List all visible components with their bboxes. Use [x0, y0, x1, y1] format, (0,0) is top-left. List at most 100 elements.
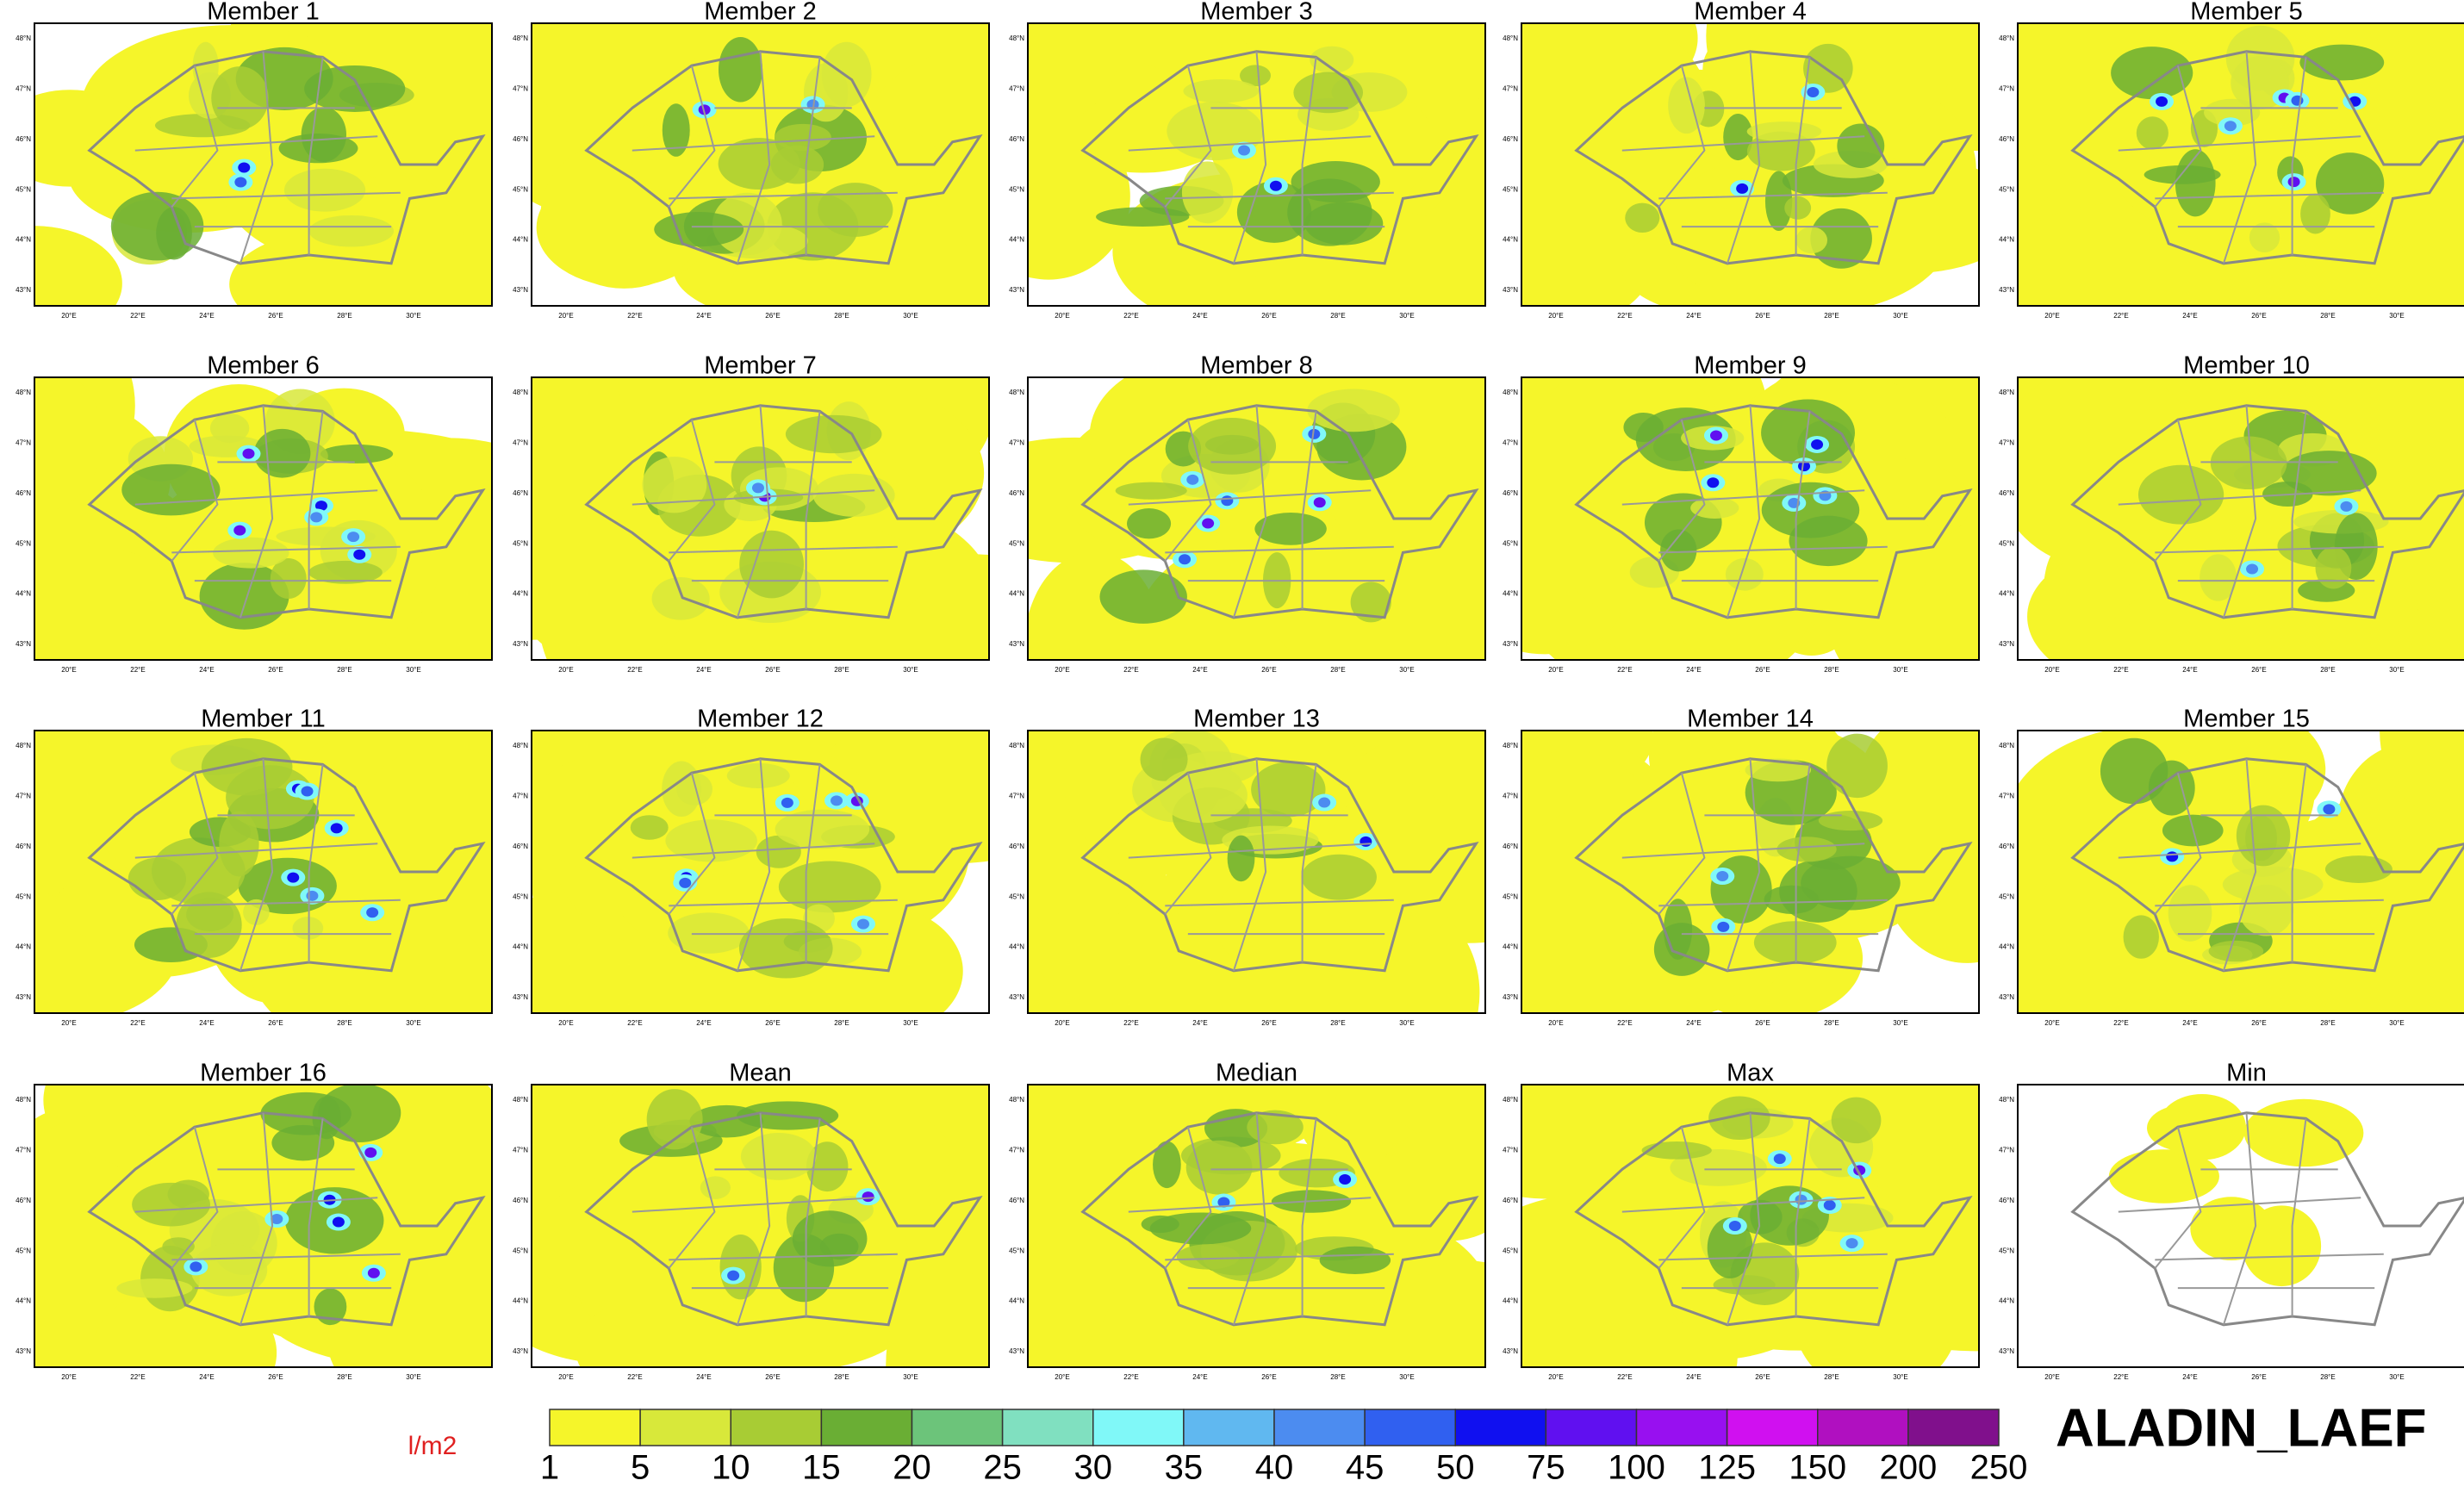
county-border [1658, 1126, 1706, 1269]
colorbar-label: 40 [1255, 1449, 1294, 1487]
county-border [1795, 764, 1811, 962]
lon-label: 22°E [130, 1019, 145, 1027]
county-border [308, 57, 324, 255]
county-border [1726, 758, 1761, 972]
lon-label: 26°E [1261, 1373, 1276, 1381]
lon-label: 30°E [2389, 666, 2404, 674]
map-panel: Member 11 48°N 47°N 46°N 45°N 44°N 43°N 20°E 22°… [16, 706, 493, 1027]
precip-area [346, 745, 492, 939]
lon-label: 22°E [2113, 666, 2128, 674]
lon-label: 22°E [1617, 666, 1632, 674]
precip-area [2018, 377, 2205, 569]
county-border [1128, 489, 1372, 506]
lat-label: 45°N [16, 539, 31, 547]
precip-area [132, 1182, 210, 1227]
lon-label: 26°E [1755, 1019, 1770, 1027]
precip-core [190, 1261, 202, 1272]
precip-area [1227, 835, 1255, 882]
lon-label: 28°E [1330, 666, 1345, 674]
precip-core [1845, 1238, 1858, 1249]
lat-label: 45°N [1009, 893, 1024, 900]
county-border [239, 1112, 274, 1326]
lat-label: 44°N [513, 1297, 528, 1305]
precip-area [630, 815, 669, 840]
precip-core [1202, 518, 1215, 529]
colorbar-label: 45 [1346, 1449, 1384, 1487]
county-border [2154, 65, 2202, 208]
precip-core [1339, 1174, 1352, 1185]
precip-core [727, 1270, 740, 1281]
precip-area [2168, 885, 2212, 942]
lon-label: 30°E [1399, 666, 1414, 674]
lat-label: 44°N [1503, 943, 1518, 951]
lat-label: 48°N [1999, 742, 2014, 750]
lon-label: 30°E [406, 1373, 420, 1381]
precip-area [718, 37, 763, 103]
lon-label: 24°E [199, 312, 214, 320]
colorbar-swatch [730, 1409, 823, 1446]
precip-area [301, 107, 346, 162]
lat-label: 43°N [1503, 993, 1518, 1001]
lat-label: 44°N [1999, 590, 2014, 598]
brand: ALADIN_LAEF [2056, 1398, 2427, 1458]
panel-frame [1027, 376, 1486, 661]
county-border [1658, 772, 1706, 915]
precip-area [1810, 208, 1872, 269]
precip-area [2318, 845, 2464, 1013]
lon-label: 20°E [1055, 312, 1069, 320]
lat-label: 47°N [16, 439, 31, 447]
lon-label: 22°E [627, 312, 642, 320]
precip-core [862, 1191, 874, 1203]
county-border [668, 65, 716, 208]
precip-area [1310, 46, 1354, 74]
precip-area [651, 576, 710, 620]
county-border [171, 1253, 401, 1261]
precip-area [1738, 1199, 1783, 1235]
precip-area [2190, 1197, 2273, 1261]
lat-label: 48°N [1009, 389, 1024, 396]
map-panel: Median 48°N 47°N 46°N 45°N 44°N 43°N 20°E 22°E 24… [1009, 1060, 1486, 1381]
lon-label: 28°E [2320, 1019, 2335, 1027]
panel-title: Member 13 [1193, 706, 1320, 733]
precip-area [91, 1284, 277, 1367]
precip-area [1149, 1212, 1252, 1245]
lon-label: 26°E [2251, 312, 2266, 320]
lon-label: 22°E [1617, 1019, 1632, 1027]
county-border [1232, 1112, 1267, 1326]
panel-title: Member 10 [2183, 352, 2310, 380]
country-border [87, 404, 486, 619]
lon-label: 26°E [2251, 1019, 2266, 1027]
precip-area [1350, 582, 1391, 623]
lat-label: 45°N [513, 185, 528, 193]
precip-area [34, 539, 195, 660]
lat-label: 47°N [1009, 793, 1024, 800]
precip-area [1857, 731, 1979, 875]
panel-frame [2017, 22, 2464, 307]
lon-label: 30°E [406, 666, 420, 674]
lon-label: 22°E [1617, 312, 1632, 320]
county-border [2154, 772, 2202, 915]
lon-label: 24°E [1686, 1373, 1701, 1381]
lon-label: 28°E [337, 666, 352, 674]
precip-area [1159, 768, 1248, 824]
county-border [805, 57, 821, 255]
lon-label: 30°E [903, 1019, 918, 1027]
panel-frame [531, 1084, 990, 1368]
precip-area [2137, 464, 2224, 525]
county-border [2222, 405, 2257, 619]
precip-core [347, 532, 360, 543]
lat-label: 45°N [16, 1247, 31, 1254]
lon-label: 28°E [337, 1019, 352, 1027]
panel-title: Member 14 [1687, 706, 1814, 733]
county-border [171, 899, 401, 907]
county-border [1726, 1112, 1761, 1326]
lon-label: 30°E [406, 1019, 420, 1027]
colorbar-swatch [911, 1409, 1004, 1446]
precip-core [2246, 563, 2259, 575]
precip-area [2108, 1149, 2219, 1204]
lat-label: 45°N [16, 185, 31, 193]
precip-core [1823, 1200, 1836, 1211]
lat-label: 47°N [1999, 793, 2014, 800]
lat-label: 48°N [513, 34, 528, 42]
precip-area [1293, 72, 1364, 114]
